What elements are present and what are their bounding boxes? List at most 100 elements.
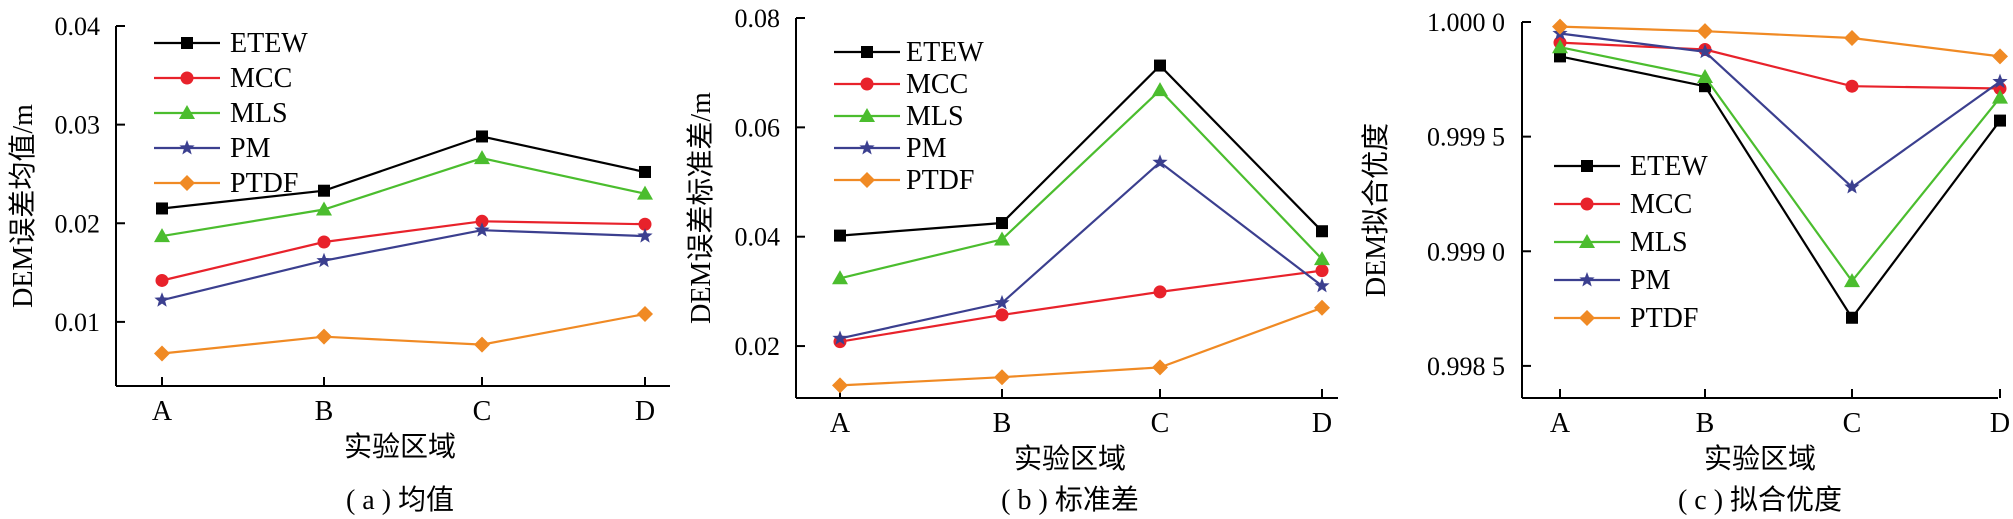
data-point-etew xyxy=(834,229,846,242)
series-line-pm xyxy=(839,160,1323,340)
legend-label: ETEW xyxy=(1630,151,1708,182)
data-point-etew xyxy=(1154,59,1166,72)
data-point-etew xyxy=(1554,50,1566,63)
series-line-mls xyxy=(1559,46,2001,283)
data-point-pm xyxy=(1314,277,1330,293)
data-point-mls xyxy=(1697,69,1713,84)
x-tick-label: C xyxy=(1843,408,1862,439)
legend-label: MCC xyxy=(906,69,968,100)
series-line-ptdf xyxy=(839,306,1323,387)
legend-label: PM xyxy=(906,133,947,164)
chart-panel-2: 0.02 0.04 0.06 0.08 A B C D 实验区域 DEM误差标准差/m ( b ) … xyxy=(685,4,1338,516)
data-point-ptdf xyxy=(316,328,332,345)
legend-marker xyxy=(859,108,875,122)
data-point-pm xyxy=(1152,154,1168,169)
data-point-pm xyxy=(154,292,170,307)
series-mls xyxy=(154,150,653,243)
chart-panel-3: 0.998 5 0.999 0 0.999 5 1.000 0 A B C D 实验区域 DEM拟… xyxy=(1360,8,2010,516)
x-tick-label: B xyxy=(315,396,334,427)
series-etew xyxy=(1554,50,2006,324)
data-point-mcc xyxy=(1845,79,1859,93)
legend-label: ETEW xyxy=(230,28,308,59)
legend-marker xyxy=(181,37,193,49)
chart-panel-1: 0.01 0.02 0.03 0.04 A B C D 实验区域 DEM误差均值/m ( a ) 均… xyxy=(7,12,670,516)
series-line-mcc xyxy=(161,220,646,282)
series-line-pm xyxy=(161,229,646,302)
series-ptdf xyxy=(1552,18,2008,65)
data-point-etew xyxy=(639,165,651,178)
legend-label: MCC xyxy=(230,63,292,94)
data-point-etew xyxy=(318,184,330,197)
data-point-pm xyxy=(1992,73,2008,89)
y-tick-label: 0.03 xyxy=(55,111,101,140)
series-line-etew xyxy=(1559,55,2001,320)
data-point-mcc xyxy=(317,235,331,249)
data-point-ptdf xyxy=(1992,48,2008,65)
data-point-mls xyxy=(1552,39,1568,54)
legend-marker xyxy=(1581,160,1593,172)
data-point-pm xyxy=(832,330,848,345)
legend-label: PM xyxy=(1630,265,1671,296)
data-point-mcc xyxy=(155,273,169,287)
x-axis-title: 实验区域 xyxy=(1704,443,1816,475)
x-tick-label: A xyxy=(1550,408,1571,439)
data-point-mls xyxy=(637,185,653,200)
legend-label: MLS xyxy=(906,101,964,132)
data-point-ptdf xyxy=(1844,30,1860,47)
legend-marker xyxy=(861,46,873,58)
series-line-ptdf xyxy=(1559,25,2001,58)
data-point-ptdf xyxy=(1697,23,1713,40)
x-tick-label: A xyxy=(152,396,173,427)
data-point-etew xyxy=(1846,311,1858,324)
x-tick-label: D xyxy=(1312,408,1332,439)
y-tick-label: 0.02 xyxy=(735,332,781,361)
x-axis-title: 实验区域 xyxy=(1014,443,1126,475)
data-point-mcc xyxy=(995,308,1009,322)
data-point-ptdf xyxy=(474,336,490,353)
x-tick-label: B xyxy=(993,408,1012,439)
legend-label: PM xyxy=(230,133,271,164)
x-tick-label: C xyxy=(1151,408,1170,439)
legend-label: PTDF xyxy=(1630,303,1698,334)
y-axis-title: DEM误差均值/m xyxy=(7,104,39,308)
x-tick-label: D xyxy=(1990,408,2010,439)
data-point-ptdf xyxy=(154,345,170,362)
series-mcc xyxy=(833,264,1329,349)
data-point-pm xyxy=(994,294,1010,310)
data-point-mcc xyxy=(638,217,652,231)
data-point-mls xyxy=(154,228,170,243)
data-point-etew xyxy=(476,130,488,143)
legend-marker xyxy=(860,77,874,91)
series-line-ptdf xyxy=(161,312,646,355)
legend-marker xyxy=(179,105,195,119)
series-line-mcc xyxy=(839,269,1323,343)
series-etew xyxy=(156,130,651,215)
legend-label: PTDF xyxy=(230,168,298,199)
series-mcc xyxy=(155,214,652,287)
panel-caption: ( b ) 标准差 xyxy=(1001,484,1139,516)
legend: ETEW MCC MLS PM PTDF xyxy=(1554,151,1708,334)
panel-caption: ( c ) 拟合优度 xyxy=(1678,484,1842,516)
series-mls xyxy=(1552,39,2008,288)
data-point-mls xyxy=(1314,251,1330,266)
series-line-mls xyxy=(839,88,1323,280)
legend-marker xyxy=(179,175,195,191)
data-point-mls xyxy=(474,150,490,165)
x-tick-label: C xyxy=(473,396,492,427)
series-mls xyxy=(832,82,1330,285)
x-tick-label: B xyxy=(1696,408,1715,439)
legend-marker xyxy=(1580,197,1594,211)
data-point-pm xyxy=(1697,43,1713,59)
y-tick-label: 0.04 xyxy=(55,12,101,41)
series-line-mcc xyxy=(1559,41,2001,90)
data-point-etew xyxy=(1699,80,1711,93)
data-point-pm xyxy=(474,222,490,237)
series-etew xyxy=(834,59,1328,242)
series-line-pm xyxy=(1559,32,2001,189)
y-axis-title: DEM拟合优度 xyxy=(1360,123,1392,297)
series-pm xyxy=(1552,25,2008,194)
legend-marker xyxy=(1579,310,1595,326)
legend-marker xyxy=(179,140,195,155)
data-point-mls xyxy=(316,201,332,216)
